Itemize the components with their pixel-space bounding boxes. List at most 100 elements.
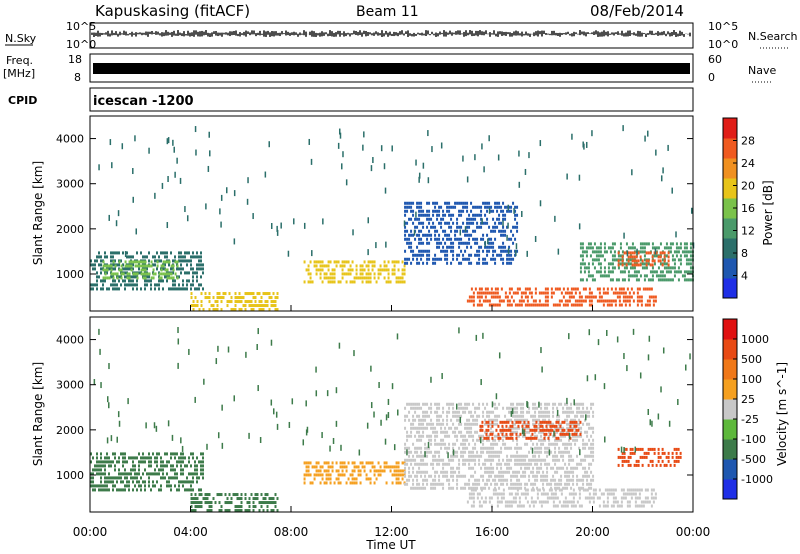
scatter-region: [303, 461, 406, 485]
scatter-point: [153, 422, 156, 429]
scatter-point: [391, 145, 393, 152]
scatter-point: [332, 437, 335, 444]
scatter-point: [217, 432, 220, 439]
scatter-point: [108, 363, 110, 370]
colorbar-tick: 500: [741, 353, 762, 366]
x-tick-label: 04:00: [173, 525, 208, 539]
scatter-point: [480, 437, 482, 444]
scatter-point: [523, 430, 525, 437]
scatter-point: [121, 143, 124, 150]
scatter-point: [385, 241, 387, 248]
scatter-point: [548, 449, 551, 456]
colorbar-swatch: [723, 479, 737, 500]
scatter-point: [480, 379, 482, 386]
colorbar-tick: 100: [741, 373, 762, 386]
scatter-point: [660, 386, 662, 393]
scatter-region: [617, 251, 670, 267]
x-tick-label: 20:00: [575, 525, 610, 539]
scatter-point: [177, 327, 179, 334]
velocity-ylabel: Slant Range [km]: [31, 362, 45, 466]
scatter-point: [620, 446, 623, 453]
scatter-point: [690, 207, 693, 214]
scatter-point: [491, 401, 494, 408]
scatter-point: [117, 210, 120, 217]
scatter-point: [367, 217, 370, 224]
scatter-point: [582, 141, 584, 148]
nsky-label: N.Sky: [5, 32, 37, 45]
scatter-point: [206, 443, 208, 450]
colorbar-swatch: [723, 158, 737, 179]
scatter-point: [422, 162, 425, 169]
scatter-point: [431, 146, 433, 153]
colorbar-swatch: [723, 339, 737, 360]
scatter-point: [586, 375, 589, 382]
freq-trace: [93, 63, 690, 74]
scatter-point: [219, 208, 221, 215]
scatter-point: [132, 168, 134, 175]
scatter-point: [458, 327, 460, 334]
x-tick-label: 12:00: [374, 525, 409, 539]
scatter-point: [363, 131, 365, 138]
x-axis-label: Time UT: [365, 538, 416, 552]
scatter-point: [538, 401, 540, 408]
scatter-point: [366, 422, 369, 429]
scatter-point: [340, 444, 342, 451]
scatter-point: [207, 165, 210, 172]
scatter-point: [276, 423, 279, 430]
scatter-point: [177, 338, 180, 345]
colorbar-swatch: [723, 218, 737, 239]
scatter-point: [171, 434, 174, 441]
y-tick-label: 1000: [56, 268, 84, 281]
scatter-point: [215, 358, 218, 365]
scatter-point: [280, 222, 282, 229]
colorbar-tick: -100: [741, 433, 766, 446]
scatter-point: [339, 132, 342, 139]
scatter-point: [579, 449, 581, 456]
scatter-point: [482, 332, 484, 339]
scatter-point: [384, 187, 387, 194]
scatter-point: [540, 347, 542, 354]
colorbar-swatch: [723, 399, 737, 420]
scatter-point: [506, 234, 508, 241]
scatter-point: [623, 353, 625, 360]
scatter-point: [481, 218, 483, 225]
scatter-point: [459, 416, 462, 423]
colorbar-tick: 25: [741, 393, 755, 406]
scatter-point: [109, 139, 112, 146]
scatter-point: [256, 344, 258, 351]
scatter-point: [233, 395, 235, 402]
scatter-point: [427, 442, 430, 449]
scatter-point: [578, 174, 581, 181]
colorbar-tick: 24: [741, 157, 755, 170]
scatter-point: [264, 171, 267, 178]
scatter-point: [276, 225, 278, 232]
scatter-point: [148, 147, 150, 154]
scatter-point: [287, 250, 290, 257]
scatter-point: [418, 172, 421, 179]
colorbar-tick: -500: [741, 453, 766, 466]
scatter-point: [341, 163, 343, 170]
scatter-point: [110, 435, 113, 442]
scatter-point: [127, 398, 129, 405]
scatter-point: [591, 130, 593, 137]
scatter-point: [631, 169, 633, 176]
cpid-value: icescan -1200: [93, 94, 194, 109]
scatter-point: [510, 410, 513, 417]
scatter-point: [378, 382, 380, 389]
scatter-point: [257, 328, 259, 335]
velocity-panel: 1000 2000 3000 4000 Slant Range [km] 1000 50…: [31, 316, 789, 513]
scatter-point: [556, 409, 559, 416]
scatter-point: [632, 328, 635, 335]
scatter-point: [616, 336, 619, 343]
scatter-point: [541, 366, 543, 373]
scatter-point: [603, 383, 606, 390]
scatter-point: [100, 382, 102, 389]
scatter-point: [373, 411, 375, 418]
scatter-point: [338, 128, 341, 135]
scatter-point: [677, 399, 679, 406]
scatter-point: [585, 141, 588, 148]
scatter-point: [221, 442, 224, 449]
scatter-point: [221, 404, 223, 411]
colorbar-swatch: [723, 198, 737, 219]
scatter-point: [188, 348, 190, 355]
